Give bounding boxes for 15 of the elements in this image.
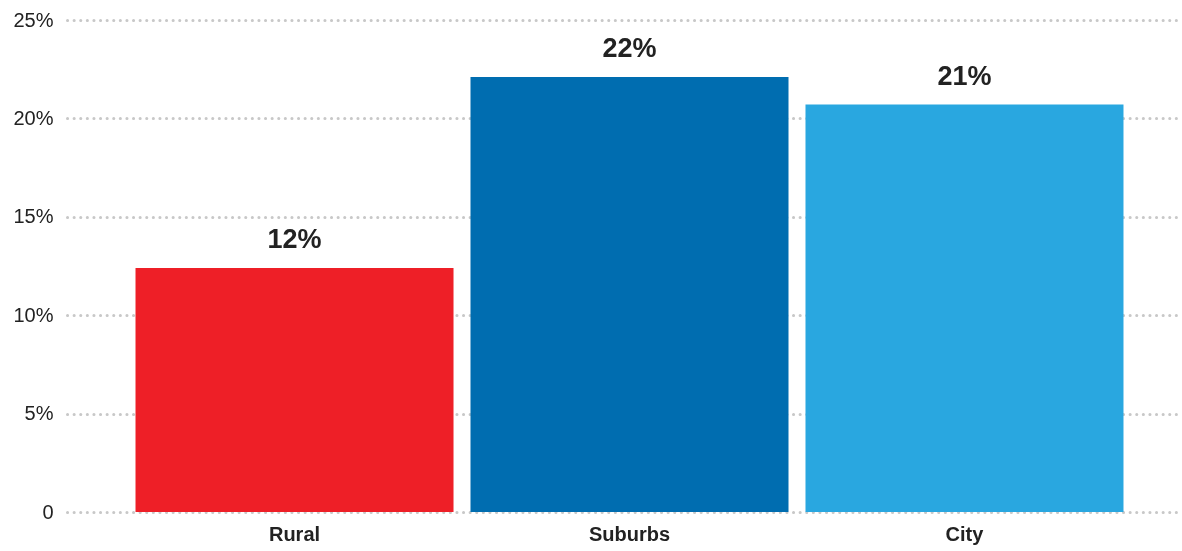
bar — [805, 104, 1124, 512]
y-tick-label: 20% — [13, 106, 54, 129]
x-tick-label: Suburbs — [588, 522, 671, 545]
x-tick-label: City — [945, 522, 985, 545]
y-tick-label: 5% — [24, 402, 54, 425]
y-tick-label: 0 — [42, 500, 54, 523]
y-tick-label: 25% — [13, 8, 54, 31]
data-label: 21% — [937, 60, 992, 91]
x-tick-label: Rural — [268, 522, 321, 545]
y-tick-label: 10% — [13, 303, 54, 326]
bar — [470, 77, 789, 512]
y-tick-label: 15% — [13, 205, 54, 228]
data-label: 22% — [602, 33, 657, 64]
bar — [135, 267, 454, 512]
data-label: 12% — [267, 223, 322, 254]
